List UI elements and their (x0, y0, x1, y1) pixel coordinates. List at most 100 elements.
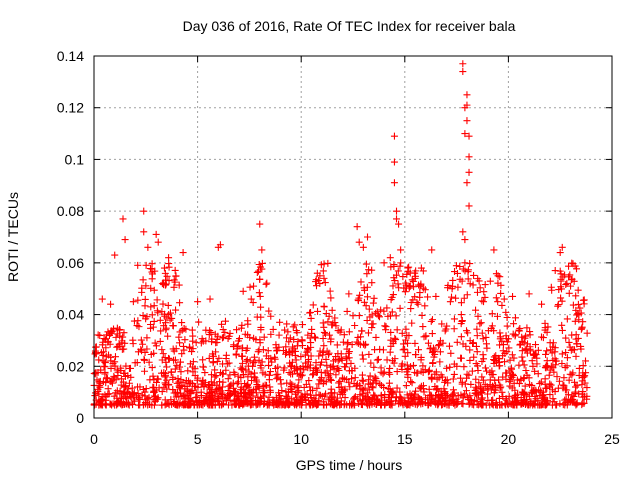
data-point (130, 317, 138, 325)
data-point (323, 367, 331, 375)
data-point (384, 312, 392, 320)
data-point (153, 296, 161, 304)
data-point (348, 375, 356, 383)
data-point (113, 399, 121, 407)
data-point (422, 394, 430, 402)
data-point (572, 335, 580, 343)
data-point (419, 323, 427, 331)
data-point (538, 300, 546, 308)
data-point (129, 298, 137, 306)
data-point (462, 387, 470, 395)
data-point (438, 320, 446, 328)
data-point (479, 376, 487, 384)
y-tick-label: 0.12 (57, 100, 84, 116)
data-point (561, 271, 569, 279)
data-point (385, 379, 393, 387)
data-point (176, 385, 184, 393)
data-point (390, 132, 398, 140)
chart-title: Day 036 of 2016, Rate Of TEC Index for r… (183, 18, 516, 34)
data-point (272, 398, 280, 406)
data-point (140, 356, 148, 364)
data-point (474, 312, 482, 320)
data-point (424, 339, 432, 347)
data-point (138, 284, 146, 292)
data-point (111, 353, 119, 361)
data-point (190, 382, 198, 390)
data-point (297, 392, 305, 400)
data-point (394, 280, 402, 288)
data-point (232, 351, 240, 359)
data-point (449, 375, 457, 383)
data-point (288, 382, 296, 390)
data-point (569, 345, 577, 353)
data-point (200, 396, 208, 404)
data-point (309, 301, 317, 309)
data-point (316, 361, 324, 369)
data-point (542, 401, 550, 409)
data-point (211, 330, 219, 338)
data-point (238, 359, 246, 367)
data-point (380, 383, 388, 391)
data-point (542, 384, 550, 392)
data-point (542, 350, 550, 358)
data-point (567, 396, 575, 404)
data-point (463, 327, 471, 335)
data-point (495, 376, 503, 384)
data-point (297, 353, 305, 361)
data-point (472, 306, 480, 314)
data-point (549, 386, 557, 394)
data-point (494, 354, 502, 362)
data-point (554, 301, 562, 309)
data-point (266, 368, 274, 376)
data-point (354, 339, 362, 347)
data-point (408, 276, 416, 284)
data-point (357, 333, 365, 341)
data-point (522, 345, 530, 353)
data-point (459, 265, 467, 273)
data-point (347, 359, 355, 367)
data-point (392, 312, 400, 320)
data-point (398, 329, 406, 337)
data-point (537, 333, 545, 341)
data-point (582, 357, 590, 365)
data-point (150, 286, 158, 294)
data-point (145, 400, 153, 408)
data-point (287, 370, 295, 378)
data-point (421, 286, 429, 294)
data-point (219, 360, 227, 368)
data-point (392, 271, 400, 279)
data-point (135, 401, 143, 409)
data-point (143, 345, 151, 353)
data-point (518, 337, 526, 345)
data-point (182, 325, 190, 333)
data-point (301, 390, 309, 398)
data-point (137, 336, 145, 344)
data-point (470, 271, 478, 279)
data-point (398, 360, 406, 368)
data-point (361, 384, 369, 392)
data-point (169, 322, 177, 330)
data-point (382, 323, 390, 331)
data-point (113, 343, 121, 351)
data-point (484, 390, 492, 398)
data-point (546, 391, 554, 399)
data-point (399, 340, 407, 348)
data-point (106, 340, 114, 348)
data-point (100, 348, 108, 356)
data-point (386, 254, 394, 262)
data-point (499, 341, 507, 349)
data-point (122, 362, 130, 370)
data-point (472, 383, 480, 391)
data-point (355, 294, 363, 302)
data-point (393, 368, 401, 376)
data-point (386, 348, 394, 356)
data-point (194, 298, 202, 306)
data-point (510, 320, 518, 328)
data-point (391, 355, 399, 363)
data-point (428, 246, 436, 254)
data-point (436, 348, 444, 356)
data-point (295, 376, 303, 384)
data-point (150, 317, 158, 325)
data-point (329, 393, 337, 401)
data-point (575, 364, 583, 372)
